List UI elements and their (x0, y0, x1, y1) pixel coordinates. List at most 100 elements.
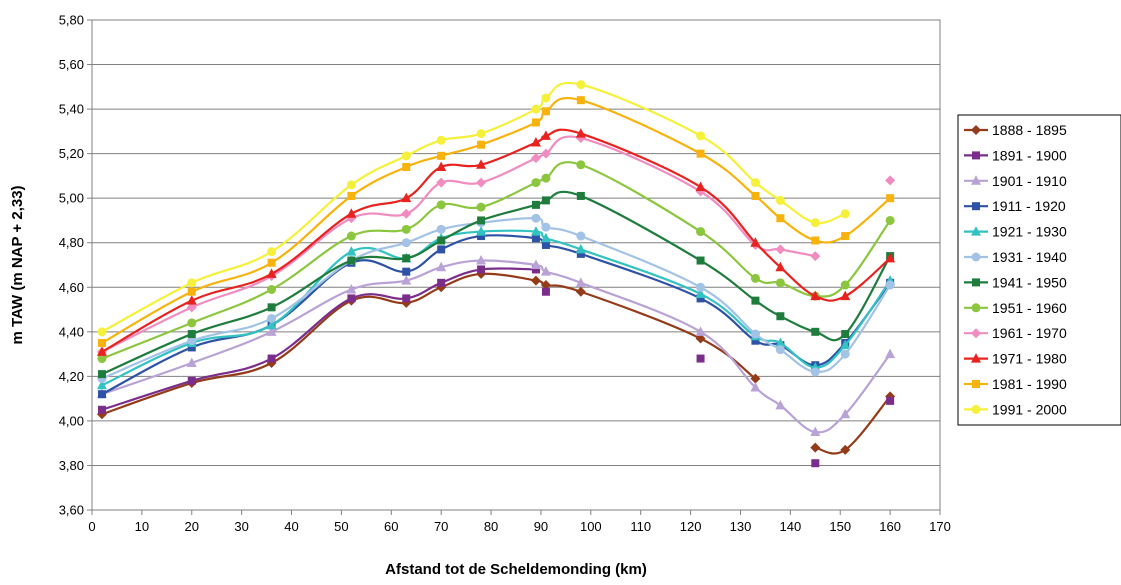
x-tick-label: 120 (680, 519, 702, 534)
data-point (840, 280, 850, 290)
x-tick-label: 70 (434, 519, 448, 534)
legend-label: 1891 - 1900 (992, 147, 1067, 163)
series-line (101, 272, 757, 416)
data-point (885, 175, 896, 186)
y-tick-label: 5,60 (59, 57, 84, 72)
data-point (775, 345, 785, 355)
data-point (695, 326, 706, 336)
series-line (101, 229, 892, 387)
data-point (575, 128, 586, 138)
data-point (346, 231, 356, 241)
data-point (540, 232, 551, 243)
data-point (885, 280, 895, 290)
data-point (401, 275, 412, 285)
x-tick-label: 150 (829, 519, 851, 534)
legend-label: 1971 - 1980 (992, 351, 1067, 367)
data-point (541, 173, 551, 183)
legend-marker (972, 278, 980, 287)
x-tick-label: 130 (730, 519, 752, 534)
data-point (576, 231, 586, 241)
legend-marker (972, 380, 980, 388)
y-tick-label: 4,80 (59, 235, 84, 250)
legend-marker (971, 252, 981, 262)
data-point (530, 137, 541, 147)
data-point (531, 234, 540, 243)
series-line (101, 97, 891, 344)
data-point (841, 232, 850, 241)
legend-label: 1951 - 1960 (992, 300, 1067, 316)
series-line (101, 259, 892, 434)
series-11 (97, 96, 895, 347)
data-point (476, 226, 487, 236)
legend-marker (972, 151, 980, 160)
data-point (541, 240, 550, 249)
data-point (575, 277, 586, 287)
x-tick-label: 60 (384, 519, 398, 534)
data-point (436, 161, 447, 171)
data-point (531, 200, 540, 209)
legend-marker (971, 353, 981, 363)
y-tick-label: 5,80 (59, 13, 84, 28)
data-point (575, 286, 586, 297)
data-point (401, 192, 412, 203)
data-point (810, 426, 821, 437)
series-2 (97, 265, 895, 468)
data-point (696, 294, 705, 303)
data-point (776, 214, 785, 223)
data-point (477, 232, 486, 241)
legend-marker (971, 226, 981, 236)
data-point (751, 336, 760, 345)
data-point (436, 177, 447, 188)
x-axis-title: Afstand tot de Scheldemonding (km) (385, 561, 647, 578)
y-tick-label: 3,80 (59, 458, 84, 473)
data-point (97, 405, 106, 414)
axis-ticks: 3,60 3,80 4,00 4,20 4,40 4,60 4,80 5,00 5,20 5,40… (59, 13, 951, 535)
data-point (476, 255, 487, 265)
data-point (531, 104, 541, 114)
data-point (187, 343, 196, 352)
x-tick-label: 170 (929, 519, 951, 534)
data-point (267, 247, 277, 257)
data-point (187, 376, 196, 385)
legend-label: 1931 - 1940 (992, 249, 1067, 265)
x-tick-label: 160 (879, 519, 901, 534)
data-point (695, 333, 706, 344)
data-point (347, 256, 356, 265)
data-point (810, 251, 821, 262)
legend-label: 1981 - 1990 (992, 376, 1067, 392)
data-point (885, 215, 895, 225)
plot-area-border (91, 19, 941, 511)
x-tick-label: 80 (484, 519, 498, 534)
data-point (811, 327, 820, 336)
legend-label: 1921 - 1930 (992, 224, 1067, 240)
data-point (576, 96, 585, 105)
data-point (885, 252, 896, 263)
x-tick-label: 100 (580, 519, 602, 534)
legend-box (957, 114, 1121, 426)
data-point (187, 330, 196, 339)
data-point (540, 148, 551, 159)
series-layer (96, 80, 896, 468)
data-point (186, 357, 197, 367)
data-point (96, 346, 107, 356)
data-point (696, 256, 705, 265)
data-point (187, 287, 196, 296)
data-point (840, 444, 851, 455)
data-point (750, 237, 761, 247)
data-point (267, 285, 277, 294)
x-tick-label: 30 (234, 519, 248, 534)
data-point (541, 222, 551, 232)
data-point (541, 107, 550, 116)
data-point (541, 93, 551, 103)
data-point (840, 339, 851, 350)
data-point (267, 303, 276, 312)
data-point (751, 191, 760, 200)
x-tick-label: 0 (88, 519, 95, 534)
data-point (840, 408, 851, 419)
x-tick-label: 10 (135, 519, 149, 534)
data-point (401, 208, 412, 219)
data-point (531, 178, 541, 188)
y-tick-label: 3,60 (59, 503, 84, 518)
data-point (477, 265, 486, 274)
